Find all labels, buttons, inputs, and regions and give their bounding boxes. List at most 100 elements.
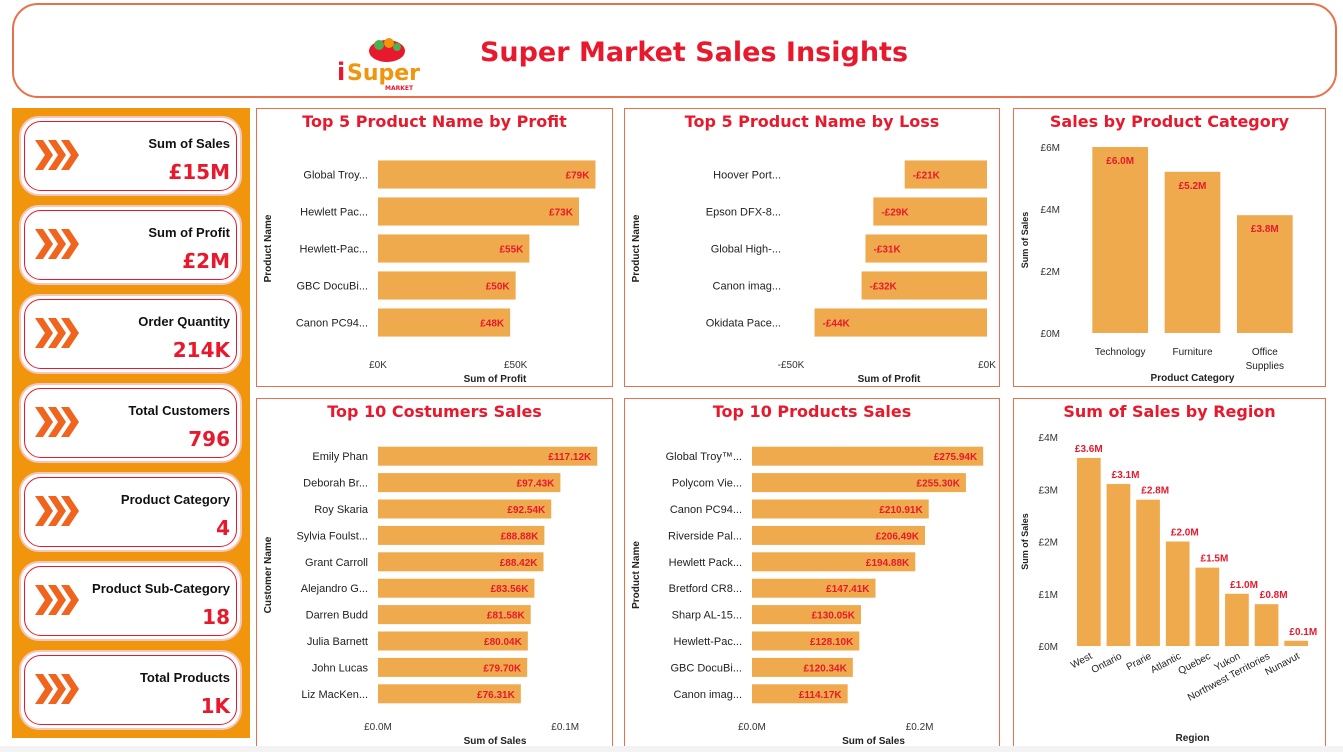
y-axis-title: Sum of Sales <box>1020 513 1030 570</box>
data-label: £1.5M <box>1201 554 1229 565</box>
category-label: Sylvia Foulst... <box>296 530 368 542</box>
kpi-value: 214K <box>172 338 230 362</box>
bar <box>378 197 579 226</box>
kpi-label: Total Customers <box>128 403 230 418</box>
tick-label: £2M <box>1041 267 1060 278</box>
tick-label: £0.2M <box>906 722 934 733</box>
category-label: Grant Carroll <box>305 557 368 569</box>
category-label: Hewlett-Pac... <box>300 244 368 256</box>
bar <box>861 271 987 300</box>
bar <box>752 525 926 545</box>
bar <box>378 578 535 598</box>
data-label: £97.43K <box>517 479 556 490</box>
data-label: £3.8M <box>1251 224 1279 235</box>
category-label: Global Troy™... <box>666 451 742 463</box>
data-label: £128.10K <box>810 637 854 648</box>
bar <box>1136 499 1160 646</box>
kpi-card-border <box>24 477 237 547</box>
dashboard-header: i Super MARKET Super Market Sales Insigh… <box>12 3 1337 98</box>
kpi-card-border <box>24 388 237 458</box>
tick-label: £50K <box>504 360 528 371</box>
kpi-label: Sum of Sales <box>148 136 230 151</box>
data-label: £2.0M <box>1171 528 1199 539</box>
kpi-card: Sum of Sales £15M <box>19 116 242 196</box>
data-label: £83.56K <box>491 584 530 595</box>
customers-chart-panel: Top 10 Costumers Sales Emily Phan £117.12… <box>256 398 613 748</box>
data-label: -£31K <box>873 245 901 256</box>
y-axis-title: Sum of Sales <box>1020 212 1030 269</box>
kpi-label: Sum of Profit <box>148 225 230 240</box>
category-chart: £0M £2M £4M £6M £6.0M Technology £5.2M Furnitur… <box>1020 143 1293 384</box>
page-title: Super Market Sales Insights <box>479 37 909 68</box>
category-label: Polycom Vie... <box>672 478 742 490</box>
chevron-arrows-icon <box>35 318 79 348</box>
bar <box>752 446 984 466</box>
kpi-card: Product Category 4 <box>19 472 242 552</box>
category-label: Liz MacKen... <box>301 689 368 701</box>
category-label: Canon imag... <box>713 281 781 293</box>
bar <box>865 234 987 263</box>
kpi-value: 796 <box>188 427 230 451</box>
kpi-card-border <box>24 566 237 636</box>
tick-label: £0K <box>369 360 387 371</box>
profit-chart: Global Troy... £79K Hewlett Pac... £73K Hewl… <box>263 160 596 385</box>
data-label: £1.0M <box>1230 580 1258 591</box>
data-label: £117.12K <box>548 452 592 463</box>
kpi-label: Order Quantity <box>138 314 230 329</box>
chart-title: Sales by Product Category <box>1049 112 1290 131</box>
region-chart: £0M£1M£2M£3M£4M£3.6MWest£3.1MOntario£2.8… <box>1020 433 1317 744</box>
tick-label: £0M <box>1039 642 1058 653</box>
data-label: £2.8M <box>1141 486 1169 497</box>
data-label: -£21K <box>913 171 941 182</box>
category-chart-panel: Sales by Product Category £0M £2M £4M £6M £6… <box>1013 108 1326 387</box>
bar <box>378 525 545 545</box>
tick-label: £6M <box>1041 143 1060 154</box>
tick-label: £1M <box>1039 590 1058 601</box>
kpi-card: Sum of Profit £2M <box>19 205 242 285</box>
data-label: £80.04K <box>484 637 523 648</box>
loss-chart-panel: Top 5 Product Name by Loss Hoover Port..… <box>624 108 1000 387</box>
chart-title: Top 5 Product Name by Profit <box>302 112 567 131</box>
region-chart-panel: Sum of Sales by Region £0M £1M £2M £3M £4M £3… <box>1013 398 1326 748</box>
bar <box>378 684 521 704</box>
bar <box>378 657 528 677</box>
bar <box>378 271 516 300</box>
data-label: £210.91K <box>879 505 923 516</box>
tick-label: £0.0M <box>364 722 392 733</box>
data-label: £79K <box>566 171 591 182</box>
data-label: £206.49K <box>876 531 920 542</box>
data-label: £88.42K <box>500 558 539 569</box>
bar <box>378 160 596 189</box>
category-label: GBC DocuBi... <box>296 281 368 293</box>
data-label: £194.88K <box>866 558 910 569</box>
bar <box>378 631 528 651</box>
category-label: Darren Budd <box>306 610 368 622</box>
y-axis-title: Product Name <box>263 214 274 282</box>
bar <box>752 657 853 677</box>
kpi-card: Total Products 1K <box>19 650 242 730</box>
kpi-value: 4 <box>216 516 230 540</box>
category-label: Bretford CR8... <box>669 583 742 595</box>
data-label: £73K <box>549 208 574 219</box>
data-label: £48K <box>480 319 505 330</box>
category-label: Global Troy... <box>303 170 368 182</box>
kpi-label: Product Sub-Category <box>92 581 230 596</box>
category-label: Okidata Pace... <box>706 318 781 330</box>
bar <box>378 473 561 493</box>
profit-chart-panel: Top 5 Product Name by Profit Global Troy… <box>256 108 613 387</box>
bar <box>752 499 929 519</box>
tick-label: £3M <box>1039 485 1058 496</box>
bar <box>752 473 966 493</box>
category-label: Emily Phan <box>312 451 368 463</box>
kpi-value: £2M <box>182 249 230 273</box>
bar <box>378 308 511 337</box>
bar <box>378 499 552 519</box>
bar <box>1195 567 1220 646</box>
data-label: £0.1M <box>1289 627 1317 638</box>
bar <box>378 552 544 572</box>
category-label: Hoover Port... <box>713 170 781 182</box>
kpi-value: £15M <box>168 160 230 184</box>
category-label: Nunavut <box>1264 651 1302 678</box>
bar <box>752 631 860 651</box>
kpi-card: Product Sub-Category 18 <box>19 561 242 641</box>
